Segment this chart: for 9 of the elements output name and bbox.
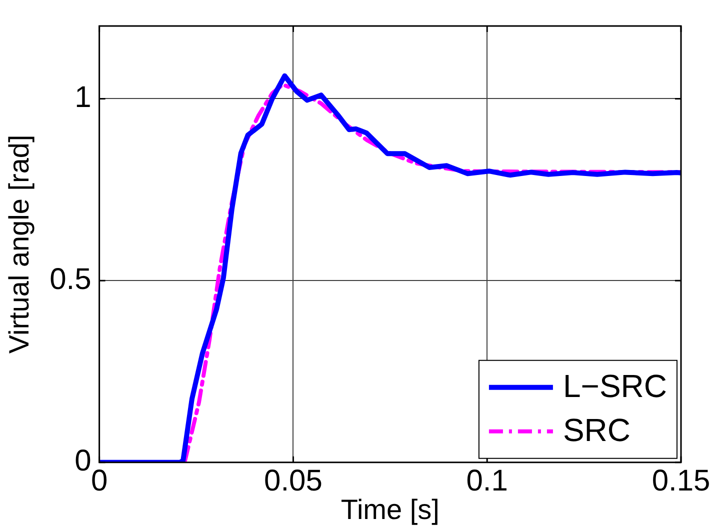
y-axis-title: Virtual angle [rad]	[4, 134, 35, 354]
legend-label: L−SRC	[562, 368, 667, 404]
x-tick-label: 0.05	[264, 464, 322, 498]
x-axis-title: Time [s]	[340, 494, 440, 525]
x-tick-label: 0.15	[652, 464, 710, 498]
x-tick-label: 0.1	[466, 464, 508, 498]
y-tick-label: 0.5	[50, 262, 92, 296]
legend-label: SRC	[562, 412, 631, 448]
y-tick-label: 1	[74, 81, 92, 114]
